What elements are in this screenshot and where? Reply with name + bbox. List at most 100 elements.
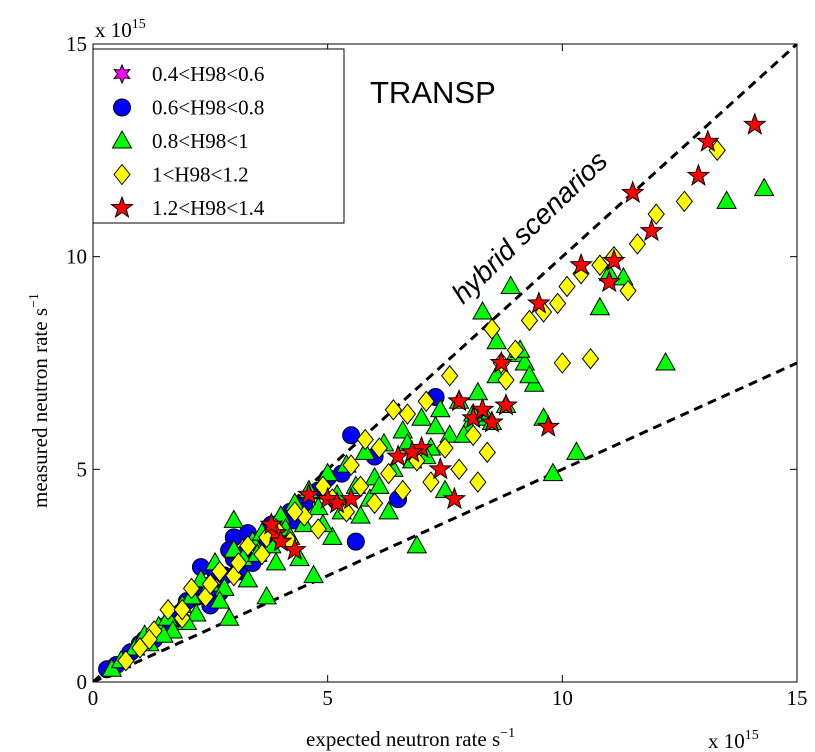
data-point-diamond [628, 233, 647, 255]
data-point-diamond [548, 292, 567, 315]
data-point-diamond [370, 437, 388, 459]
data-point-star [742, 112, 767, 135]
data-point-diamond [117, 649, 135, 672]
data-point-diamond [558, 275, 576, 298]
data-point-star [602, 248, 626, 272]
data-point-star [569, 252, 593, 276]
data-point-star [470, 397, 495, 420]
legend-label: 1.2<H98<1.4 [152, 196, 265, 220]
data-point-star [447, 388, 471, 412]
data-point-diamond [182, 577, 201, 600]
data-point-triangle [716, 190, 737, 209]
data-point-star [428, 456, 453, 480]
data-point-circle [342, 426, 361, 445]
y-tick-label: 15 [66, 32, 87, 56]
data-point-star [296, 482, 321, 505]
data-point-triangle [218, 607, 240, 626]
data-point-triangle [209, 590, 231, 609]
data-point-triangle [434, 479, 456, 499]
data-point-diamond [483, 318, 501, 340]
data-point-star [325, 490, 349, 514]
y-tick-label: 0 [77, 670, 88, 694]
data-point-diamond [478, 441, 496, 464]
data-point-diamond [140, 628, 158, 651]
data-point-star [489, 350, 514, 374]
data-point-star [442, 486, 467, 510]
data-point-diamond [417, 390, 435, 413]
legend-label: 0.6<H98<0.8 [152, 96, 264, 120]
data-point-star [259, 512, 284, 535]
legend-marker-diamond [113, 163, 131, 186]
data-point-triangle [467, 381, 489, 401]
data-point-star [696, 129, 720, 152]
data-point-diamond [506, 339, 525, 362]
legend-box [92, 48, 345, 224]
data-point-triangle [406, 534, 428, 554]
data-point-triangle [486, 330, 507, 350]
data-point-diamond [253, 543, 271, 566]
data-point-diamond [581, 347, 600, 370]
data-point-star [536, 414, 561, 437]
x-tick-label: 15 [787, 686, 808, 710]
data-point-triangle [378, 500, 400, 520]
x-multiplier: x 1015 [708, 728, 759, 752]
legend-marker-triangle [111, 129, 133, 149]
data-point-triangle [350, 505, 371, 524]
data-point-diamond [211, 560, 229, 583]
data-point-star [494, 393, 518, 416]
data-point-star [597, 269, 622, 293]
y-tick-label: 10 [66, 245, 87, 269]
data-point-triangle [303, 564, 324, 584]
data-point-diamond [675, 190, 694, 213]
data-point-triangle [411, 407, 432, 426]
data-point-star [400, 439, 425, 463]
data-point-circle [346, 532, 365, 551]
data-point-triangle [185, 602, 207, 622]
data-point-triangle [655, 351, 676, 371]
data-point-star [686, 163, 711, 187]
data-point-star [283, 537, 307, 561]
x-tick-label: 10 [552, 686, 573, 710]
data-point-triangle [368, 475, 390, 494]
data-point-triangle [354, 441, 376, 460]
axis-ticks: 0 5 10 15 0 5 10 15 [66, 32, 808, 710]
data-point-diamond [469, 471, 487, 493]
data-point-diamond [464, 424, 482, 447]
data-points [98, 112, 775, 679]
data-point-triangle [542, 462, 564, 482]
data-point-diamond [398, 403, 417, 425]
data-point-triangle [429, 398, 451, 418]
data-point-diamond [497, 369, 515, 391]
data-point-triangle [322, 526, 343, 545]
data-point-star [268, 529, 293, 552]
data-point-diamond [239, 535, 257, 557]
data-point-diamond [365, 492, 384, 515]
data-point-diamond [553, 352, 571, 374]
data-point-triangle [237, 568, 259, 588]
data-point-diamond [619, 279, 637, 302]
legend-marker-hexagram [113, 63, 131, 85]
y-axis-label: measured neutron rate s−1 [27, 293, 52, 508]
data-point-diamond [450, 458, 468, 481]
data-point-diamond [380, 462, 398, 485]
legend-label: 0.8<H98<1 [152, 129, 249, 153]
legend-label: 0.4<H98<0.6 [152, 62, 264, 86]
data-point-diamond [309, 518, 327, 540]
data-point-triangle [500, 275, 522, 294]
data-point-star [639, 218, 664, 242]
legend-marker-star [110, 195, 134, 219]
data-point-triangle [223, 509, 245, 528]
data-point-diamond [173, 598, 191, 621]
data-point-triangle [753, 177, 775, 197]
data-point-triangle [265, 551, 287, 571]
data-point-triangle [425, 415, 446, 435]
data-point-diamond [394, 479, 412, 502]
data-point-star [480, 410, 504, 433]
data-point-diamond [384, 398, 403, 421]
data-point-diamond [591, 254, 609, 276]
data-point-diamond [342, 454, 360, 476]
data-point-triangle [256, 585, 278, 605]
data-point-diamond [229, 552, 248, 574]
x-tick-label: 5 [322, 686, 333, 710]
